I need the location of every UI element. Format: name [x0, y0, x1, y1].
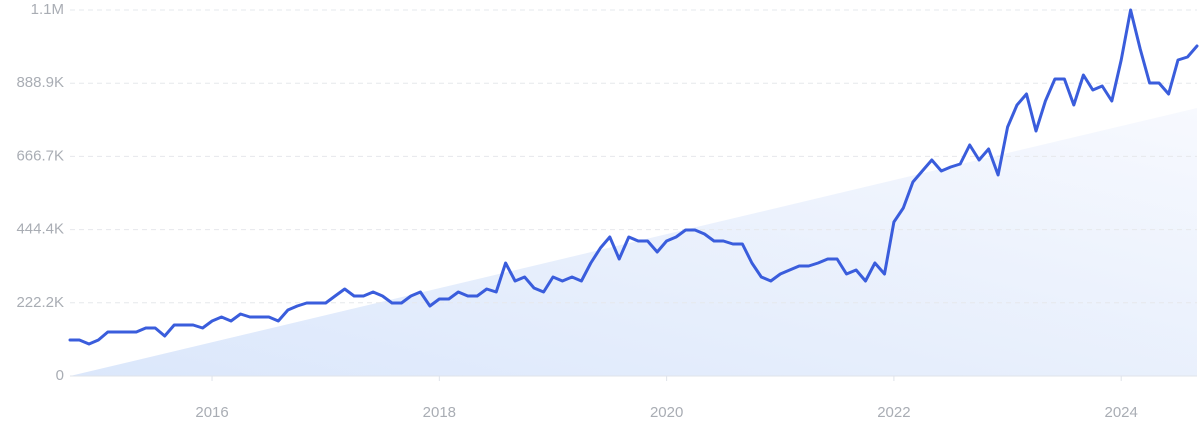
x-tick-label: 2020	[650, 404, 683, 421]
trend-area	[70, 108, 1197, 376]
y-tick-label: 222.2K	[16, 294, 64, 311]
x-tick-label: 2024	[1105, 404, 1138, 421]
y-tick-label: 0	[56, 367, 64, 384]
y-tick-label: 888.9K	[16, 74, 64, 91]
y-tick-label: 1.1M	[31, 1, 64, 18]
y-tick-label: 444.4K	[16, 221, 64, 238]
x-tick-label: 2018	[423, 404, 456, 421]
trend-line	[68, 8, 1199, 346]
y-tick-label: 666.7K	[16, 147, 64, 164]
x-tick-label: 2016	[195, 404, 228, 421]
x-tick-label: 2022	[877, 404, 910, 421]
